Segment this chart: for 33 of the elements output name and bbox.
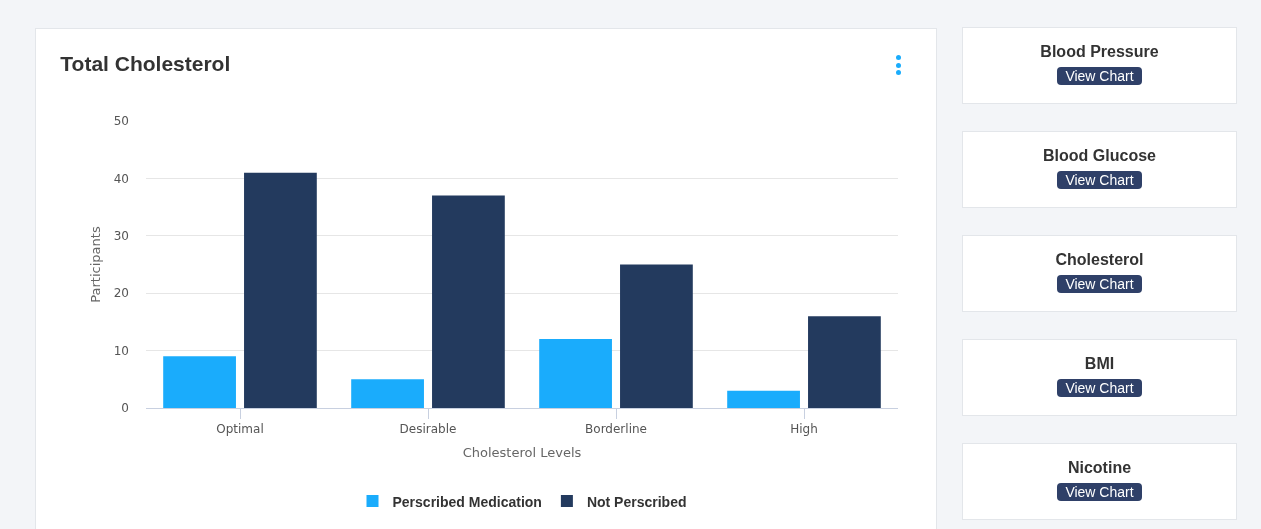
bar [808,316,881,408]
chart-title: Total Cholesterol [60,52,231,76]
text: View Chart [1057,483,1142,501]
text: Cholesterol [1054,251,1145,269]
y-tick-label: 50 [113,114,129,129]
text: BMI [1083,355,1116,373]
text: Blood Pressure [1039,43,1160,61]
bar [244,172,317,408]
text: Nicotine [1066,459,1133,477]
y-tick-label: 20 [113,286,129,301]
y-axis-title: Participants [87,226,103,303]
y-tick-label: 10 [113,343,129,358]
y-tick-label: 30 [113,229,129,243]
bar [727,390,800,408]
bar [620,264,693,408]
x-tick-label: Borderline [585,422,647,437]
bar [539,339,612,408]
bar [163,356,236,408]
legend-label: Perscribed Medication [392,493,542,510]
text: View Chart [1057,275,1142,293]
y-tick-label: 40 [113,171,129,186]
text: View Chart [1057,67,1142,85]
bar [351,379,424,408]
x-tick-label: Desirable [399,422,457,437]
text: View Chart [1057,379,1142,397]
x-tick-label: High [790,422,818,437]
y-tick-label: 0 [121,401,129,416]
x-axis-title: Cholesterol Levels [462,445,582,460]
x-tick-label: Optimal [216,422,264,437]
text: Blood Glucose [1042,147,1157,165]
bar [432,195,505,408]
legend-label: Not Perscribed [586,493,687,510]
text: View Chart [1057,171,1142,189]
